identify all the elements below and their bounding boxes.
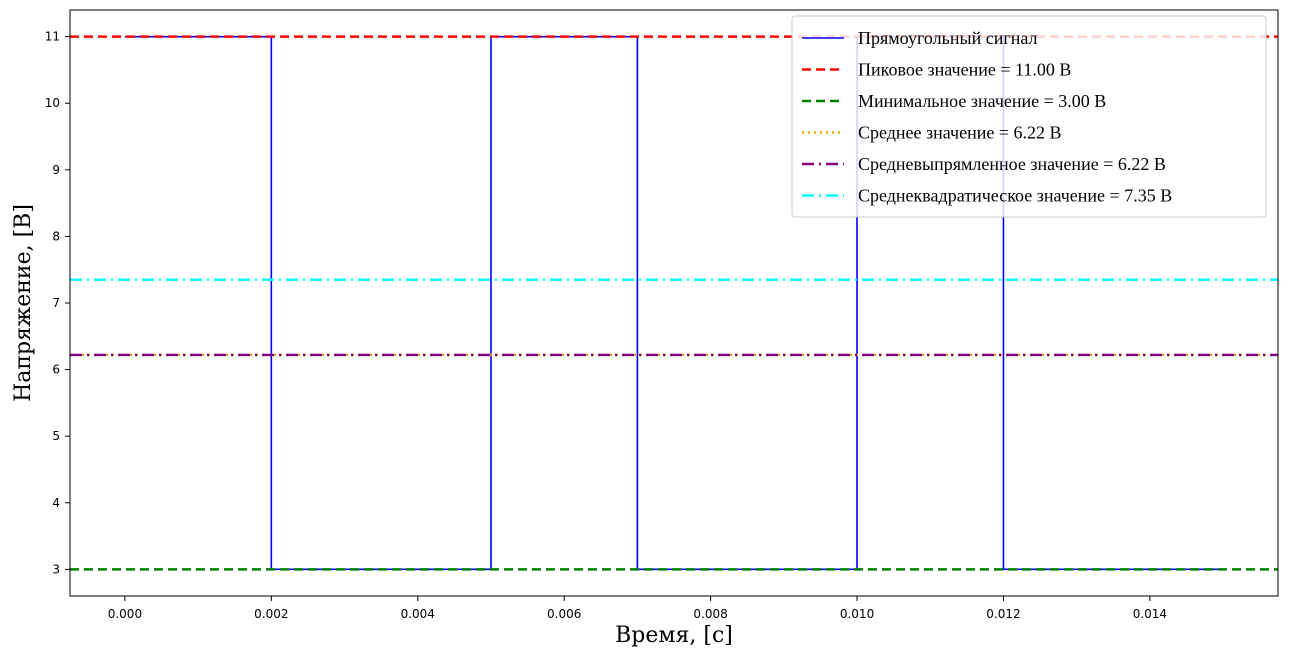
ticks-layer: 0.000 0.002 0.004 0.006 0.008 0.010 0.012 0.014…	[45, 30, 1167, 621]
y-tick-label: 9	[52, 163, 60, 177]
legend-entry-peak-label: Пиковое значение = 11.00 В	[858, 60, 1071, 80]
legend-entry-rms-label: Среднеквадратическое значение = 7.35 В	[858, 186, 1172, 206]
legend-entry-rectified-label: Средневыпрямленное значение = 6.22 В	[858, 154, 1166, 174]
x-tick-label: 0.012	[986, 607, 1020, 621]
legend-box	[791, 15, 1267, 218]
y-tick-label: 8	[52, 229, 60, 243]
legend: Прямоугольный сигнал Пиковое значение = 1…	[791, 15, 1267, 218]
x-tick-label: 0.004	[401, 607, 435, 621]
x-axis-label: Время, [c]	[615, 623, 733, 648]
legend-entry-signal-label: Прямоугольный сигнал	[858, 28, 1038, 48]
y-tick-label: 11	[45, 30, 60, 44]
x-tick-label: 0.000	[108, 607, 142, 621]
y-tick-label: 10	[45, 96, 60, 110]
y-tick-label: 6	[52, 363, 60, 377]
x-tick-label: 0.006	[547, 607, 581, 621]
y-tick-label: 5	[52, 429, 60, 443]
legend-entry-min-label: Минимальное значение = 3.00 В	[858, 91, 1106, 111]
y-axis-label: Напряжение, [В]	[11, 204, 36, 402]
y-tick-label: 4	[52, 496, 60, 510]
x-tick-label: 0.008	[693, 607, 727, 621]
x-tick-label: 0.002	[254, 607, 288, 621]
x-tick-label: 0.010	[840, 607, 874, 621]
x-tick-label: 0.014	[1133, 607, 1167, 621]
y-tick-label: 3	[52, 562, 60, 576]
legend-entry-mean-label: Среднее значение = 6.22 В	[858, 123, 1062, 143]
y-tick-label: 7	[52, 296, 60, 310]
